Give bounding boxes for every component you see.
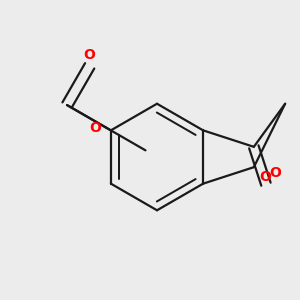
Text: O: O xyxy=(89,121,100,135)
Text: O: O xyxy=(260,170,271,184)
Text: O: O xyxy=(84,48,96,62)
Text: O: O xyxy=(269,166,280,180)
